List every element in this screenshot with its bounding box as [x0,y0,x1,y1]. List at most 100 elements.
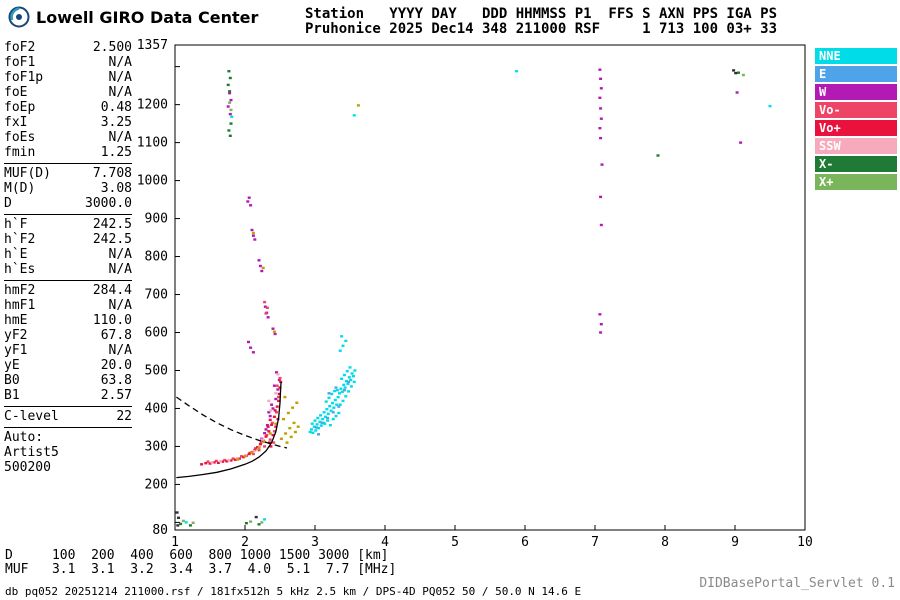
param-row-foF2: foF2 2.500 [4,40,132,55]
legend-item-SSW: SSW [815,138,897,154]
auto-line: 500200 [4,460,51,475]
x-tick-label: 9 [731,535,739,550]
param-value: N/A [108,262,132,277]
param-label: MUF(D) [4,166,51,181]
param-row-foEs: foEs N/A [4,130,132,145]
param-label: h`E [4,247,28,262]
param-value: 67.8 [100,328,132,343]
ionogram-plot: 1 2 3 4 5 6 7 8 9 10 80 200 300 400 500 600 700 800 900 100… [137,38,813,550]
param-row-foE: foE N/A [4,85,132,100]
series-noise-black [175,69,738,527]
param-panel: foF2 2.500 foF1 N/A foF1p N/A foE N/A foEp 0.48 fx… [4,38,132,478]
series-unclassified-yellow [236,104,360,461]
param-value: 2.500 [92,40,132,55]
y-tick-label: 1357 [137,38,168,53]
param-row-foEp: foEp 0.48 [4,100,132,115]
param-value: 1.25 [100,145,132,160]
param-label: yE [4,358,20,373]
logo-text: Lowell GIRO Data Center [36,7,259,27]
y-tick-label: 80 [152,523,168,538]
param-row-M(D): M(D) 3.08 [4,181,132,196]
x-tick-label: 5 [451,535,459,550]
param-value: 242.5 [92,217,132,232]
auto-block: Auto: Artist5 500200 [4,427,132,478]
param-label: foF1 [4,55,36,70]
param-value: N/A [108,343,132,358]
param-label: foF1p [4,70,44,85]
param-group: C-level 22 [4,406,132,427]
curve-muf-transmission-curve [176,396,288,449]
series-E [314,380,351,436]
legend-item-NNE: NNE [815,48,897,64]
y-tick-label: 900 [145,212,168,227]
param-row-B1: B1 2.57 [4,388,132,403]
param-row-h`F: h`F 242.5 [4,217,132,232]
series-Vo- [206,300,282,463]
x-tick-label: 10 [797,535,813,550]
legend-item-X+: X+ [815,174,897,190]
x-tick-label: 6 [521,535,529,550]
legend-item-Vo-: Vo- [815,102,897,118]
legend: NNE E W Vo- Vo+ SSW X- X+ [815,48,897,192]
param-label: hmF1 [4,298,36,313]
param-value: N/A [108,247,132,262]
curve-artist-trace-fit [176,381,282,479]
param-row-h`E: h`E N/A [4,247,132,262]
param-value: 20.0 [100,358,132,373]
param-label: fxI [4,115,28,130]
param-label: hmF2 [4,283,36,298]
y-tick-label: 300 [145,439,168,454]
legend-item-E: E [815,66,897,82]
station-header: Station YYYY DAY DDD HHMMSS P1 FFS S AXN… [305,7,777,37]
param-label: B0 [4,373,20,388]
x-tick-label: 3 [311,535,319,550]
series-SSW [210,373,280,464]
param-row-fxI: fxI 3.25 [4,115,132,130]
param-value: 63.8 [100,373,132,388]
y-tick-label: 400 [145,401,168,416]
servlet-version-label: DIDBasePortal_Servlet 0.1 [699,576,895,591]
param-row-hmF1: hmF1 N/A [4,298,132,313]
param-value: 110.0 [92,313,132,328]
param-label: D [4,196,12,211]
param-label: h`F [4,217,28,232]
plot-border [174,44,806,531]
param-value: 242.5 [92,232,132,247]
param-label: M(D) [4,181,36,196]
param-label: fmin [4,145,36,160]
param-row-hmF2: hmF2 284.4 [4,283,132,298]
status-line: db pq052 20251214 211000.rsf / 181fx512h… [5,585,582,598]
param-group: foF2 2.500 foF1 N/A foF1p N/A foE N/A foEp 0.48 fx… [4,38,132,163]
x-tick-label: 7 [591,535,599,550]
param-label: C-level [4,409,59,424]
param-row-foF1p: foF1p N/A [4,70,132,85]
auto-line: Auto: [4,430,44,445]
param-label: yF1 [4,343,28,358]
param-value: 2.57 [100,388,132,403]
param-label: foEs [4,130,36,145]
param-row-MUF(D): MUF(D) 7.708 [4,166,132,181]
param-label: foF2 [4,40,36,55]
param-row-h`Es: h`Es N/A [4,262,132,277]
legend-item-W: W [815,84,897,100]
param-group: hmF2 284.4 hmF1 N/A hmE 110.0 yF2 67.8 yF1 N/A yE 2… [4,280,132,406]
x-tick-label: 8 [661,535,669,550]
param-label: yF2 [4,328,28,343]
x-tick-label: 2 [241,535,249,550]
param-value: 7.708 [92,166,132,181]
x-tick-label: 1 [171,535,179,550]
logo: Lowell GIRO Data Center [8,6,258,28]
param-value: 22 [116,409,132,424]
legend-item-Vo+: Vo+ [815,120,897,136]
y-tick-label: 600 [145,326,168,341]
x-tick-label: 4 [381,535,389,550]
param-label: h`Es [4,262,36,277]
param-group: MUF(D) 7.708 M(D) 3.08 D 3000.0 [4,163,132,214]
param-row-yF2: yF2 67.8 [4,328,132,343]
param-row-fmin: fmin 1.25 [4,145,132,160]
param-value: N/A [108,130,132,145]
param-value: 3.25 [100,115,132,130]
lowell-logo-icon [8,6,30,28]
param-value: N/A [108,55,132,70]
